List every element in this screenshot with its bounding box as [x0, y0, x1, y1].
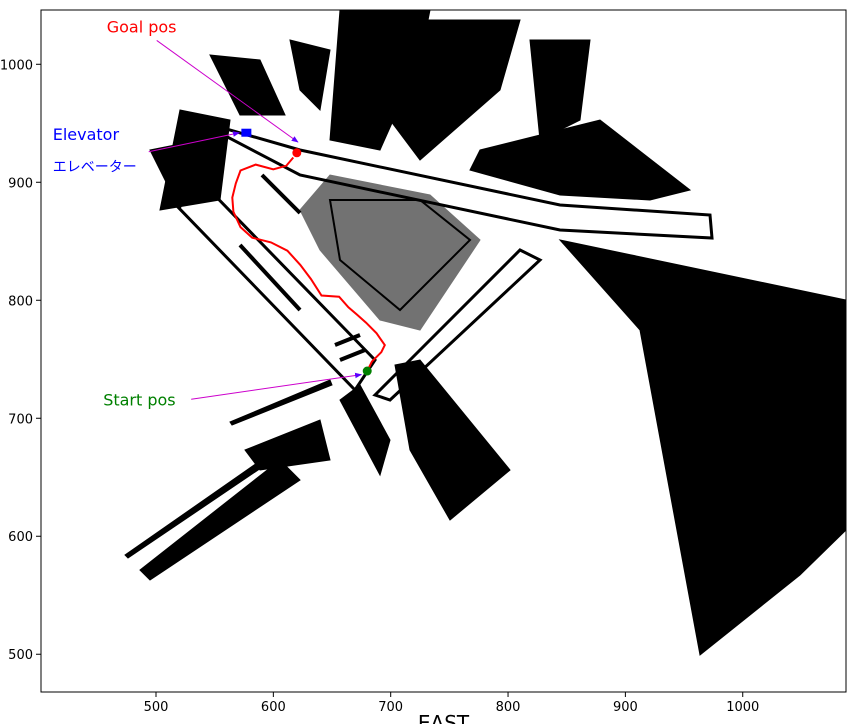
- map-obstacle: [469, 119, 692, 201]
- y-tick-label: 700: [8, 412, 33, 427]
- axes: 500 600 700 800 900 1000 500 600 700 800 900 1000 EA…: [0, 9, 847, 724]
- y-tick-label: 600: [8, 530, 33, 545]
- y-tick-label: 500: [8, 648, 33, 663]
- map-obstacle: [328, 199, 472, 312]
- annotation-label: Start pos: [103, 390, 175, 409]
- markers: [241, 128, 372, 376]
- annotation-label: Goal pos: [107, 17, 177, 36]
- map-obstacle: [394, 359, 511, 521]
- map-obstacle: [139, 459, 301, 581]
- map-wall: [339, 348, 366, 362]
- map-obstacle: [229, 379, 333, 426]
- x-tick-label: 500: [144, 700, 169, 715]
- map-obstacle: [379, 19, 521, 161]
- start-marker: [362, 366, 372, 376]
- y-tick-label: 800: [8, 294, 33, 309]
- elevator-marker: [241, 128, 252, 137]
- annotation-arrow: [148, 131, 241, 153]
- y-tick-label: 900: [8, 176, 33, 191]
- annotation-arrow: [156, 40, 299, 143]
- x-tick-label: 700: [378, 700, 403, 715]
- occupancy-map: [124, 9, 847, 656]
- x-tick-label: 1000: [726, 700, 759, 715]
- map-obstacle: [529, 39, 591, 141]
- annotation-arrow: [191, 372, 363, 400]
- x-tick-label: 600: [261, 700, 286, 715]
- annotation-label: エレベーター: [53, 160, 137, 176]
- map-obstacle: [289, 39, 331, 112]
- robot-path: [231, 156, 386, 372]
- map-wall: [334, 333, 361, 347]
- map-obstacle: [124, 439, 296, 559]
- map-obstacle: [299, 174, 481, 331]
- map-obstacle: [209, 54, 286, 116]
- map-obstacle: [339, 384, 391, 477]
- x-axis-title: EAST: [418, 711, 470, 724]
- map-wall: [260, 173, 302, 215]
- trajectory: [231, 156, 386, 372]
- annotation-label: Elevator: [53, 125, 120, 144]
- map-wall: [238, 243, 302, 312]
- plot-frame: [40, 9, 847, 693]
- map-wall: [372, 248, 543, 402]
- map-obstacle: [149, 139, 201, 212]
- y-tick-label: 1000: [0, 58, 33, 73]
- goal-marker: [292, 148, 302, 158]
- x-tick-label: 800: [496, 700, 521, 715]
- annotations: Goal pos Elevator エレベーター Start pos: [53, 17, 363, 409]
- x-tick-label: 900: [613, 700, 638, 715]
